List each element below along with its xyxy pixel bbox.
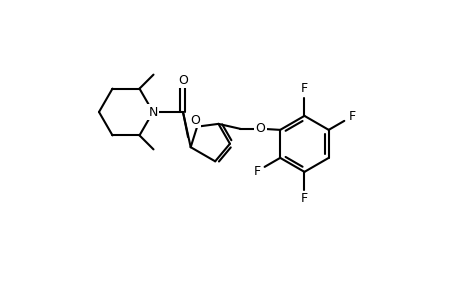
Text: F: F	[300, 82, 308, 95]
Text: O: O	[178, 74, 188, 86]
Text: O: O	[255, 122, 265, 135]
Text: F: F	[300, 192, 308, 206]
Text: F: F	[253, 165, 260, 178]
Text: N: N	[148, 106, 157, 118]
Text: F: F	[348, 110, 355, 123]
Text: O: O	[190, 114, 200, 127]
